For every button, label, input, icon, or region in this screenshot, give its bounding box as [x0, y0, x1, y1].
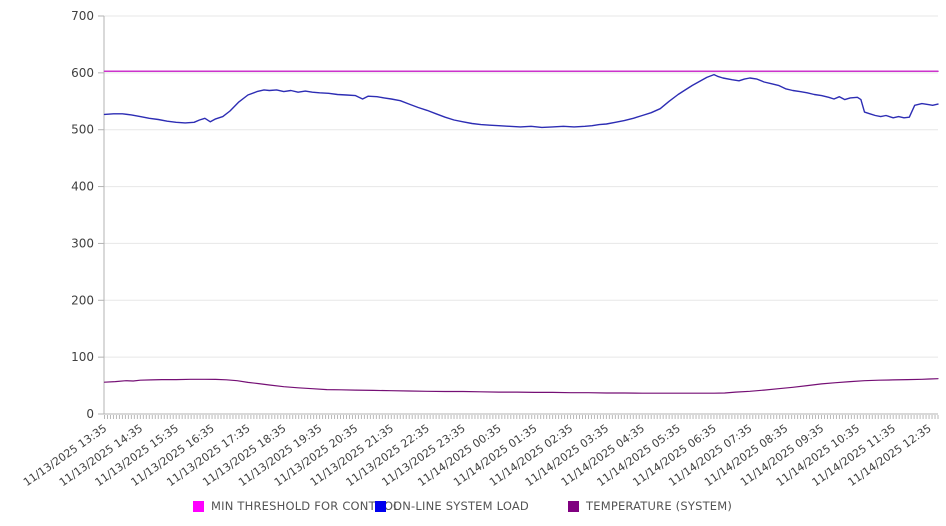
legend-item-online-system-load[interactable]: ON-LINE SYSTEM LOAD: [375, 499, 529, 513]
y-axis-labels: 0 100 200 300 400 500 600 700: [71, 9, 94, 421]
legend-label-min-threshold: MIN THRESHOLD FOR CONTROL: [211, 499, 400, 513]
legend-item-min-threshold[interactable]: MIN THRESHOLD FOR CONTROL: [193, 499, 400, 513]
y-tick-label: 100: [71, 350, 94, 364]
y-tick-label: 500: [71, 123, 94, 137]
y-tick-label: 300: [71, 236, 94, 250]
axes: [103, 16, 938, 415]
y-tick-label: 0: [86, 407, 94, 421]
legend-label-online-system-load: ON-LINE SYSTEM LOAD: [393, 499, 529, 513]
y-tick-label: 400: [71, 180, 94, 194]
legend-swatch-online-system-load-icon: [375, 500, 386, 512]
y-tick-label: 600: [71, 66, 94, 80]
series-line-temperature-system-: [103, 378, 939, 394]
line-chart-canvas: 0 100 200 300 400 500 600 700 11/13/2025 13:3511…: [21, 9, 939, 489]
chart-legend: MIN THRESHOLD FOR CONTROL ON-LINE SYSTEM…: [0, 497, 946, 519]
legend-item-temperature-system[interactable]: TEMPERATURE (SYSTEM): [568, 499, 732, 513]
series-line-on-line-system-load: [103, 73, 939, 129]
legend-label-temperature-system: TEMPERATURE (SYSTEM): [586, 499, 733, 513]
legend-swatch-temperature-system-icon: [568, 500, 579, 512]
legend-swatch-min-threshold-icon: [193, 500, 204, 512]
y-tick-label: 200: [71, 293, 94, 307]
gridlines: [98, 15, 938, 415]
x-axis-minor-ticks: [104, 415, 939, 419]
y-tick-label: 700: [71, 9, 94, 23]
